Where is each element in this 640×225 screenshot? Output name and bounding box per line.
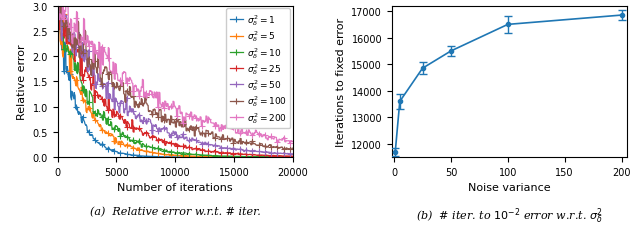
$\sigma^2_\delta = 200$ [289,141,297,143]
Y-axis label: Relative error: Relative error [17,45,27,120]
$\sigma^2_\delta = 25$ [81,75,88,78]
$\sigma^2_\delta = 5$ [54,4,61,7]
$\sigma^2_\delta = 1$ [285,156,292,159]
$\sigma^2_\delta = 1$ [81,121,88,124]
$\sigma^2_\delta = 5$ [55,3,63,6]
$\sigma^2_\delta = 5$ [285,156,292,159]
$\sigma^2_\delta = 5$ [259,156,267,159]
$\sigma^2_\delta = 10$ [285,156,292,159]
$\sigma^2_\delta = 100$ [154,116,162,119]
Text: (a)  Relative error w.r.t. # iter.: (a) Relative error w.r.t. # iter. [90,206,260,216]
Line: $\sigma^2_\delta = 5$: $\sigma^2_\delta = 5$ [55,2,296,160]
$\sigma^2_\delta = 5$ [154,152,162,155]
$\sigma^2_\delta = 50$ [285,152,292,155]
$\sigma^2_\delta = 10$ [289,156,297,159]
$\sigma^2_\delta = 100$ [289,147,297,150]
$\sigma^2_\delta = 200$ [54,3,61,6]
$\sigma^2_\delta = 50$ [144,121,152,124]
Text: (b)  # iter. to $10^{-2}$ error w.r.t. $\sigma^2_\delta$: (b) # iter. to $10^{-2}$ error w.r.t. $\… [416,206,603,225]
$\sigma^2_\delta = 1$ [289,156,297,159]
$\sigma^2_\delta = 50$ [81,61,88,64]
$\sigma^2_\delta = 200$ [144,94,152,96]
$\sigma^2_\delta = 5$ [81,101,88,104]
$\sigma^2_\delta = 100$ [259,145,267,148]
$\sigma^2_\delta = 10$ [54,9,61,12]
$\sigma^2_\delta = 10$ [95,110,102,112]
$\sigma^2_\delta = 25$ [56,3,64,6]
$\sigma^2_\delta = 25$ [285,155,292,158]
$\sigma^2_\delta = 100$ [54,3,61,6]
Line: $\sigma^2_\delta = 100$: $\sigma^2_\delta = 100$ [55,2,296,152]
$\sigma^2_\delta = 100$ [95,55,102,58]
$\sigma^2_\delta = 25$ [289,155,297,158]
$\sigma^2_\delta = 25$ [144,132,152,135]
$\sigma^2_\delta = 50$ [289,153,297,155]
$\sigma^2_\delta = 25$ [54,7,61,9]
$\sigma^2_\delta = 10$ [288,156,296,159]
$\sigma^2_\delta = 200$ [287,142,294,144]
$\sigma^2_\delta = 1$ [95,142,102,145]
$\sigma^2_\delta = 100$ [144,104,152,107]
$\sigma^2_\delta = 25$ [259,154,267,157]
Legend: $\sigma^2_\delta = 1$, $\sigma^2_\delta = 5$, $\sigma^2_\delta = 10$, $\sigma^2_: $\sigma^2_\delta = 1$, $\sigma^2_\delta … [226,9,291,129]
$\sigma^2_\delta = 1$ [259,156,267,159]
$\sigma^2_\delta = 10$ [81,87,88,90]
$\sigma^2_\delta = 200$ [81,19,88,22]
Line: $\sigma^2_\delta = 200$: $\sigma^2_\delta = 200$ [55,2,296,146]
$\sigma^2_\delta = 50$ [154,130,162,133]
$\sigma^2_\delta = 200$ [259,135,267,137]
$\sigma^2_\delta = 25$ [154,139,162,142]
$\sigma^2_\delta = 10$ [259,156,267,158]
Line: $\sigma^2_\delta = 25$: $\sigma^2_\delta = 25$ [55,2,296,159]
$\sigma^2_\delta = 100$ [288,148,296,151]
Line: $\sigma^2_\delta = 50$: $\sigma^2_\delta = 50$ [55,2,296,157]
$\sigma^2_\delta = 200$ [95,58,102,60]
$\sigma^2_\delta = 1$ [54,3,61,6]
Y-axis label: Iterations to fixed error: Iterations to fixed error [336,18,346,146]
$\sigma^2_\delta = 1$ [154,156,162,158]
$\sigma^2_\delta = 100$ [81,44,88,46]
$\sigma^2_\delta = 200$ [285,140,292,142]
$\sigma^2_\delta = 10$ [154,147,162,150]
$\sigma^2_\delta = 25$ [95,97,102,100]
$\sigma^2_\delta = 10$ [144,146,152,148]
$\sigma^2_\delta = 50$ [95,74,102,76]
$\sigma^2_\delta = 50$ [259,151,267,153]
Line: $\sigma^2_\delta = 10$: $\sigma^2_\delta = 10$ [55,5,296,160]
$\sigma^2_\delta = 5$ [289,156,297,159]
$\sigma^2_\delta = 5$ [95,123,102,126]
Line: $\sigma^2_\delta = 1$: $\sigma^2_\delta = 1$ [55,2,296,160]
$\sigma^2_\delta = 200$ [154,106,162,109]
$\sigma^2_\delta = 10$ [55,7,63,10]
$\sigma^2_\delta = 50$ [55,3,63,6]
X-axis label: Noise variance: Noise variance [468,183,551,193]
$\sigma^2_\delta = 50$ [54,10,61,13]
$\sigma^2_\delta = 100$ [285,148,292,150]
$\sigma^2_\delta = 5$ [144,150,152,153]
$\sigma^2_\delta = 1$ [144,155,152,158]
X-axis label: Number of iterations: Number of iterations [118,183,233,193]
